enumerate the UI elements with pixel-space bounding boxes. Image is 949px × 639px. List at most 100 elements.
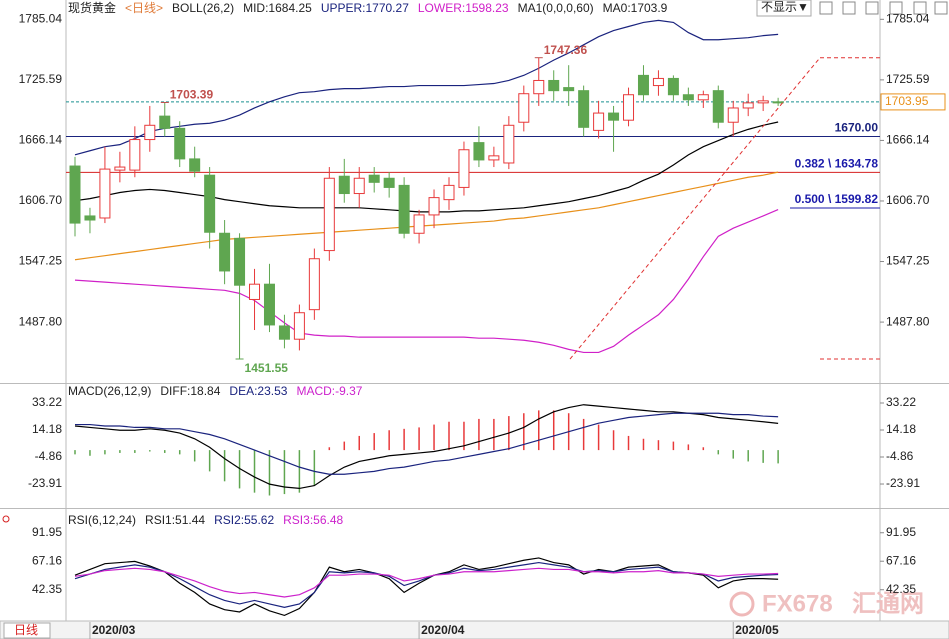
y-tick-label: 1487.80 (19, 314, 63, 328)
candle-body (667, 77, 679, 96)
candle-body (727, 107, 739, 123)
date-bar (0, 620, 949, 639)
y-tick-label: 14.18 (886, 422, 916, 436)
candle-body (189, 158, 201, 172)
series-line (74, 404, 779, 490)
indicator: BOLL(26,2) (172, 1, 234, 15)
y-tick-label: 67.16 (886, 553, 916, 567)
panel-title: RSI(6,12,24) (68, 513, 136, 527)
y-tick-label: 33.22 (886, 395, 916, 409)
candle-body (458, 149, 470, 188)
candle-body (398, 184, 410, 234)
candle-body (608, 112, 620, 121)
indicator-line (74, 19, 779, 156)
candle-body (413, 214, 425, 234)
candle-body (742, 102, 754, 109)
y-tick-label: 1487.80 (886, 314, 930, 328)
candle-body (682, 94, 694, 101)
candle-body (428, 197, 440, 216)
candle-body (308, 258, 320, 311)
hide-button-label[interactable]: 不显示▼ (761, 0, 809, 14)
price-tag-label: 1703.95 (885, 94, 929, 108)
candle-body (757, 100, 769, 104)
y-tick-label: -4.86 (886, 449, 914, 463)
series-line (74, 557, 779, 617)
candle-body (114, 166, 126, 171)
indicator-label: MA1(0,0,0,60) (518, 1, 594, 15)
y-tick-label: 1785.04 (886, 11, 930, 25)
candle-body (323, 177, 335, 252)
toolbar-icon[interactable] (842, 1, 856, 15)
legend-item: LOWER:1598.23 (418, 1, 509, 15)
y-tick-label: 33.22 (32, 395, 62, 409)
settings-icon[interactable] (2, 515, 10, 523)
candle-body (84, 215, 96, 221)
y-tick-label: 1547.25 (886, 254, 930, 268)
candle-body (69, 165, 81, 224)
watermark-brand: FX678 (762, 590, 833, 617)
candle-body (443, 184, 455, 201)
candle-body (578, 90, 590, 128)
y-tick-label: -23.91 (886, 476, 920, 490)
legend-item: UPPER:1770.27 (321, 1, 409, 15)
candle-body (99, 168, 111, 219)
watermark-logo (729, 591, 755, 617)
candle-body (503, 124, 515, 164)
indicator-label: MA0:1703.9 (603, 1, 668, 15)
x-tick-label: 2020/05 (735, 623, 779, 637)
candle-body (488, 155, 500, 161)
level-label: 0.500 \ 1599.82 (795, 192, 879, 206)
candle-body (593, 112, 605, 131)
y-tick-label: 1547.25 (19, 254, 63, 268)
toolbar-icon[interactable] (819, 1, 833, 15)
toolbar-icon[interactable] (934, 1, 948, 15)
level-label: 0.382 \ 1634.78 (795, 157, 879, 171)
watermark-name: 汇通网 (852, 590, 924, 617)
y-tick-label: 1725.59 (886, 72, 930, 86)
y-tick-label: 1606.70 (886, 193, 930, 207)
legend-item: MID:1684.25 (243, 1, 312, 15)
y-tick-label: 1606.70 (19, 193, 63, 207)
candle-body (219, 232, 231, 272)
indicator-line (74, 121, 779, 213)
y-tick-label: 91.95 (32, 525, 62, 539)
legend-item: RSI3:56.48 (283, 513, 343, 527)
y-tick-label: 91.95 (886, 525, 916, 539)
toolbar-icon[interactable] (889, 1, 903, 15)
y-tick-label: 1666.14 (886, 133, 930, 147)
candle-body (144, 124, 156, 141)
indicator-line (74, 171, 779, 261)
y-tick-label: 67.16 (32, 553, 62, 567)
candle-body (204, 174, 216, 233)
subtitle: <日线> (125, 1, 163, 15)
hide-button[interactable] (756, 0, 812, 17)
price-label: 1451.55 (245, 361, 289, 375)
period-tab[interactable] (3, 622, 51, 639)
candle-body (772, 101, 784, 104)
legend-item: MACD:-9.37 (296, 384, 362, 398)
toolbar-icon[interactable] (865, 1, 879, 15)
candle-body (249, 283, 261, 300)
price-label: 1703.39 (170, 88, 214, 102)
candle-body (353, 177, 365, 195)
candle-body (563, 87, 575, 92)
candle-body (293, 312, 305, 340)
y-tick-label: 1666.14 (19, 133, 63, 147)
price-tag (880, 93, 946, 111)
y-tick-label: 42.35 (32, 582, 62, 596)
price-label: 1747.36 (544, 43, 588, 57)
candle-body (129, 139, 141, 171)
candle-body (159, 115, 171, 129)
candle-body (518, 93, 530, 123)
candle-body (473, 142, 485, 161)
fib-trend (569, 57, 821, 360)
legend-item: RSI1:51.44 (145, 513, 205, 527)
legend-item: RSI2:55.62 (214, 513, 274, 527)
y-tick-label: 1785.04 (19, 11, 63, 25)
toolbar-icon[interactable] (913, 1, 927, 15)
x-tick-label: 2020/03 (92, 623, 136, 637)
period-tab-label[interactable]: 日线 (14, 623, 38, 637)
series-line (75, 412, 779, 475)
